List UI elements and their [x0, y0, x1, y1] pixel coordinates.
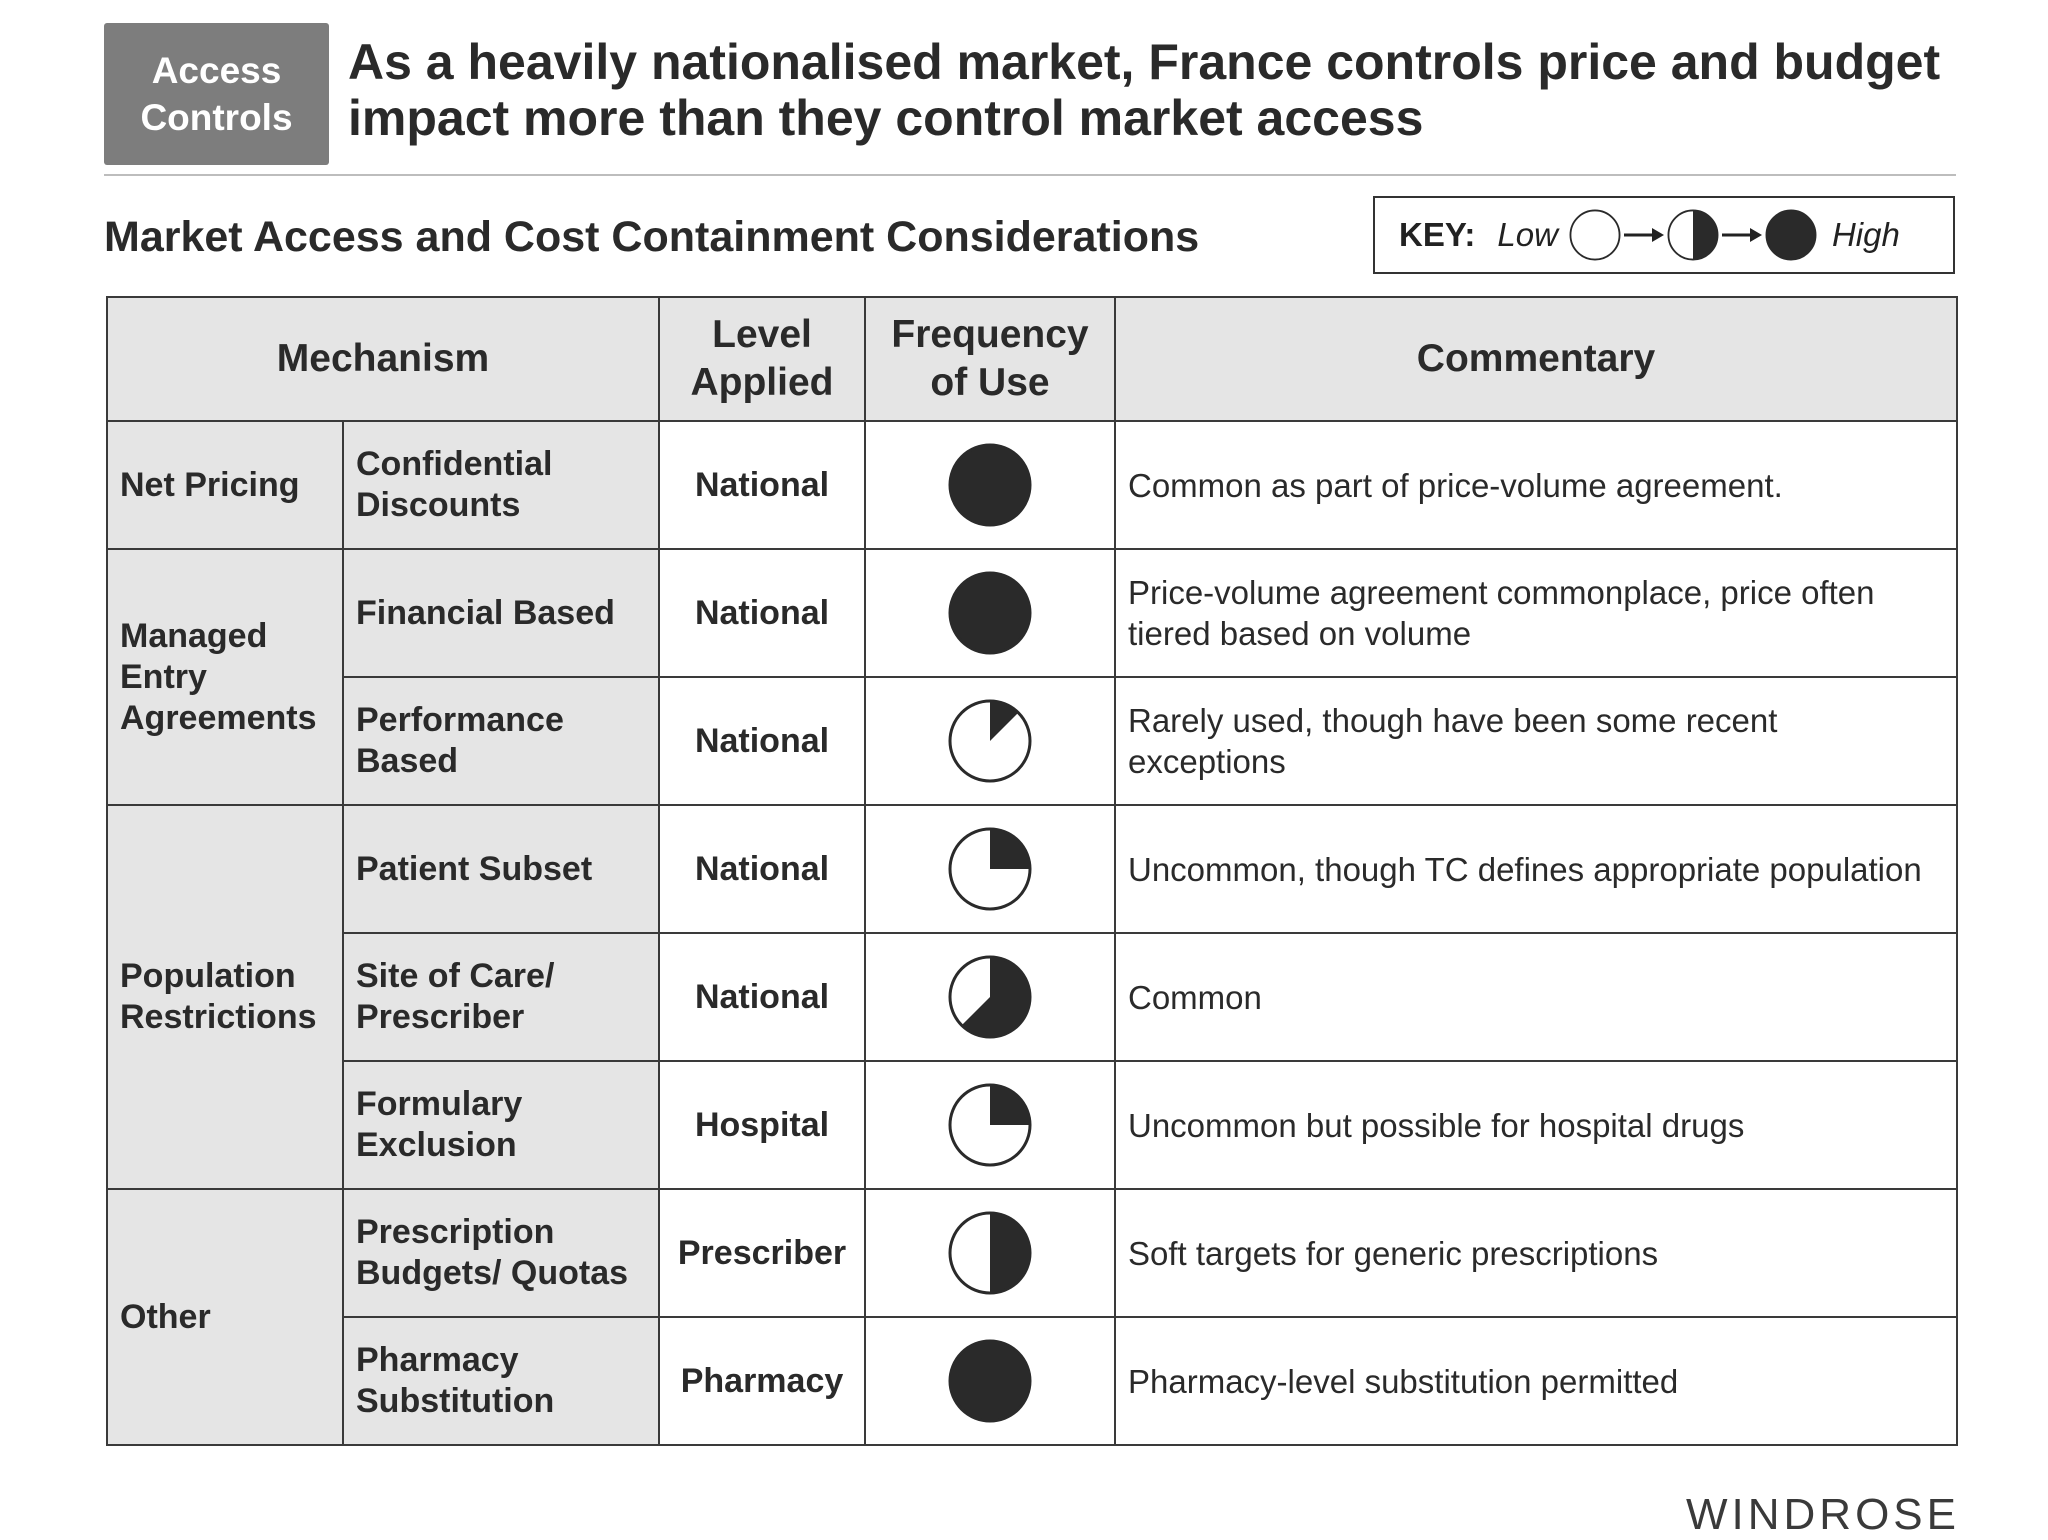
- harvey-ball-icon: [946, 1337, 1034, 1425]
- level-cell: National: [658, 804, 866, 934]
- commentary-cell: Soft targets for generic prescriptions: [1114, 1188, 1958, 1318]
- harvey-ball-icon: [946, 1081, 1034, 1169]
- harvey-ball-icon: [946, 825, 1034, 913]
- headline: As a heavily nationalised market, France…: [348, 34, 1941, 146]
- category-cell: Net Pricing: [106, 420, 344, 550]
- table-row: Other Prescription Budgets/ Quotas Presc…: [106, 1188, 1958, 1446]
- table-row: Performance Based National Rarely used, …: [107, 676, 1958, 806]
- level-cell: Pharmacy: [658, 1316, 866, 1446]
- table-title: Market Access and Cost Containment Consi…: [104, 213, 1200, 261]
- harvey-ball-icon: [946, 1209, 1034, 1297]
- section-tag-line1: Access: [151, 50, 282, 91]
- legend-key: KEY: Low High: [1373, 196, 1955, 274]
- key-empty-circle-icon: [1568, 208, 1622, 262]
- header-commentary: Commentary: [1114, 296, 1958, 422]
- harvey-ball-icon: [946, 569, 1034, 657]
- table-row: Pharmacy Substitution Pharmacy Pharmacy-…: [107, 1316, 1958, 1446]
- mechanism-cell: Patient Subset: [342, 804, 660, 934]
- frequency-cell: [864, 676, 1116, 806]
- mechanism-cell: Prescription Budgets/ Quotas: [342, 1188, 660, 1318]
- table-row: Formulary Exclusion Hospital Uncommon bu…: [107, 1060, 1958, 1190]
- commentary-cell: Uncommon, though TC defines appropriate …: [1114, 804, 1958, 934]
- mechanism-cell: Confidential Discounts: [342, 420, 660, 550]
- frequency-cell: [864, 420, 1116, 550]
- header-mechanism: Mechanism: [106, 296, 660, 422]
- section-tag-line2: Controls: [140, 97, 293, 138]
- frequency-cell: [864, 1316, 1116, 1446]
- harvey-ball-icon: [946, 697, 1034, 785]
- harvey-ball-icon: [946, 953, 1034, 1041]
- category-cell: Population Restrictions: [106, 804, 344, 1190]
- level-cell: National: [658, 548, 866, 678]
- level-cell: National: [658, 676, 866, 806]
- key-low-label: Low: [1497, 216, 1558, 253]
- key-half-circle-icon: [1666, 208, 1720, 262]
- key-label: KEY:: [1399, 216, 1476, 253]
- considerations-table: Mechanism Level Applied Frequency of Use…: [106, 296, 1958, 1446]
- table-row: Net Pricing Confidential Discounts Natio…: [106, 420, 1958, 550]
- header-level-applied: Level Applied: [658, 296, 866, 422]
- brand-logo: WINDROSE: [1686, 1490, 1960, 1539]
- mechanism-cell: Site of Care/ Prescriber: [342, 932, 660, 1062]
- section-tag: Access Controls: [104, 23, 329, 165]
- table-row: Site of Care/ Prescriber National Common: [107, 932, 1958, 1062]
- commentary-cell: Common: [1114, 932, 1958, 1062]
- mechanism-cell: Pharmacy Substitution: [342, 1316, 660, 1446]
- mechanism-cell: Financial Based: [342, 548, 660, 678]
- mechanism-cell: Performance Based: [342, 676, 660, 806]
- level-cell: Hospital: [658, 1060, 866, 1190]
- arrow-right-icon: [1623, 228, 1664, 242]
- header-frequency-of-use: Frequency of Use: [864, 296, 1116, 422]
- frequency-cell: [864, 804, 1116, 934]
- commentary-cell: Uncommon but possible for hospital drugs: [1114, 1060, 1958, 1190]
- commentary-cell: Common as part of price-volume agreement…: [1114, 420, 1958, 550]
- frequency-cell: [864, 932, 1116, 1062]
- frequency-cell: [864, 1060, 1116, 1190]
- mechanism-cell: Formulary Exclusion: [342, 1060, 660, 1190]
- commentary-cell: Price-volume agreement commonplace, pric…: [1114, 548, 1958, 678]
- table-row: Population Restrictions Patient Subset N…: [106, 804, 1958, 1190]
- level-cell: National: [658, 420, 866, 550]
- header-divider: [104, 174, 1956, 176]
- harvey-ball-icon: [946, 441, 1034, 529]
- level-cell: National: [658, 932, 866, 1062]
- arrow-right-icon: [1721, 228, 1762, 242]
- level-cell: Prescriber: [658, 1188, 866, 1318]
- table-header-row: Mechanism Level Applied Frequency of Use…: [106, 296, 1958, 422]
- frequency-cell: [864, 1188, 1116, 1318]
- key-high-label: High: [1831, 216, 1900, 253]
- commentary-cell: Rarely used, though have been some recen…: [1114, 676, 1958, 806]
- frequency-cell: [864, 548, 1116, 678]
- key-full-circle-icon: [1764, 208, 1818, 262]
- category-cell: Other: [106, 1188, 344, 1446]
- commentary-cell: Pharmacy-level substitution permitted: [1114, 1316, 1958, 1446]
- table-row: Managed Entry Agreements Financial Based…: [106, 548, 1958, 806]
- category-cell: Managed Entry Agreements: [106, 548, 344, 806]
